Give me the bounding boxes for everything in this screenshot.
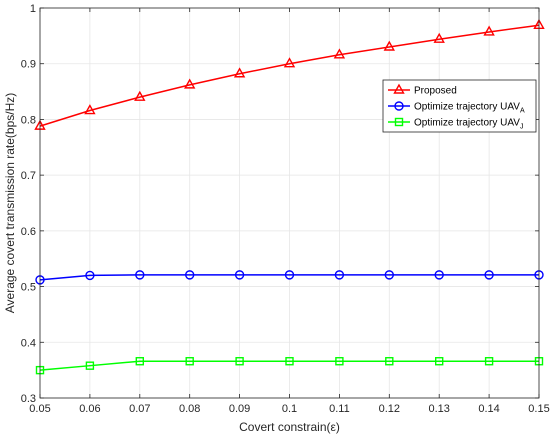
x-tick-label: 0.15 [528,403,549,415]
legend-label: Optimize trajectory UAVJ [414,118,523,131]
series-line-2 [39,274,539,281]
x-axis-label: Covert constrain(ε) [239,420,340,434]
data-point [434,270,444,280]
x-tick-label: 0.11 [329,403,350,415]
data-point [384,270,394,280]
data-point [484,357,494,366]
data-point [433,32,445,43]
legend-subscript: A [520,108,525,115]
data-point [234,270,245,280]
data-point [85,361,95,370]
data-point [184,270,195,280]
legend-marker [393,83,405,94]
data-point [134,90,146,101]
legend-marker [394,117,404,127]
data-point [484,270,494,280]
legend-marker [394,101,404,111]
y-tick-label: 0.9 [21,59,36,71]
y-tick-label: 0.4 [21,337,36,349]
x-tick-label: 0.07 [129,403,150,415]
y-axis-label: Average covert transmission rate(bps/Hz) [3,93,17,314]
legend-subscript: J [520,124,524,131]
data-point [333,48,346,59]
data-point [383,40,395,51]
x-tick-label: 0.05 [29,403,50,415]
x-tick-label: 0.1 [282,403,297,415]
series-line-3 [39,360,539,371]
x-tick-label: 0.06 [79,403,100,415]
x-tick-label: 0.09 [229,403,250,415]
data-point [184,78,196,89]
x-tick-label: 0.12 [379,403,400,415]
y-tick-label: 0.8 [21,114,36,126]
series-line-1 [39,24,540,127]
data-point [385,357,394,366]
data-point [185,357,194,366]
data-point [283,57,296,68]
data-point [284,270,295,280]
data-point [84,104,96,115]
legend-label: Proposed [414,86,457,97]
data-point [483,25,495,36]
data-point [335,357,344,366]
ticks: 0.05 0.06 0.07 0.08 0.09 0.1 0.11 0.12 0.13 0.14 0… [21,3,550,415]
data-point [233,67,246,78]
y-tick-label: 0.5 [21,282,36,294]
data-point [235,357,244,366]
series-layer [34,18,545,375]
data-point [334,270,345,280]
data-point [135,270,145,280]
data-point [285,357,294,366]
x-tick-label: 0.13 [428,403,449,415]
y-tick-label: 0.6 [21,226,36,238]
x-tick-label: 0.08 [179,403,200,415]
y-tick-label: 0.3 [21,393,36,405]
x-tick-label: 0.14 [478,403,499,415]
legend: Proposed Optimize trajectory UAVA Optimize… [382,79,537,133]
y-tick-label: 0.7 [21,170,36,182]
data-point [435,357,444,366]
data-point [85,270,95,281]
y-tick-label: 1 [30,3,36,15]
data-point [135,357,145,366]
legend-label: Optimize trajectory UAVA [414,102,525,115]
